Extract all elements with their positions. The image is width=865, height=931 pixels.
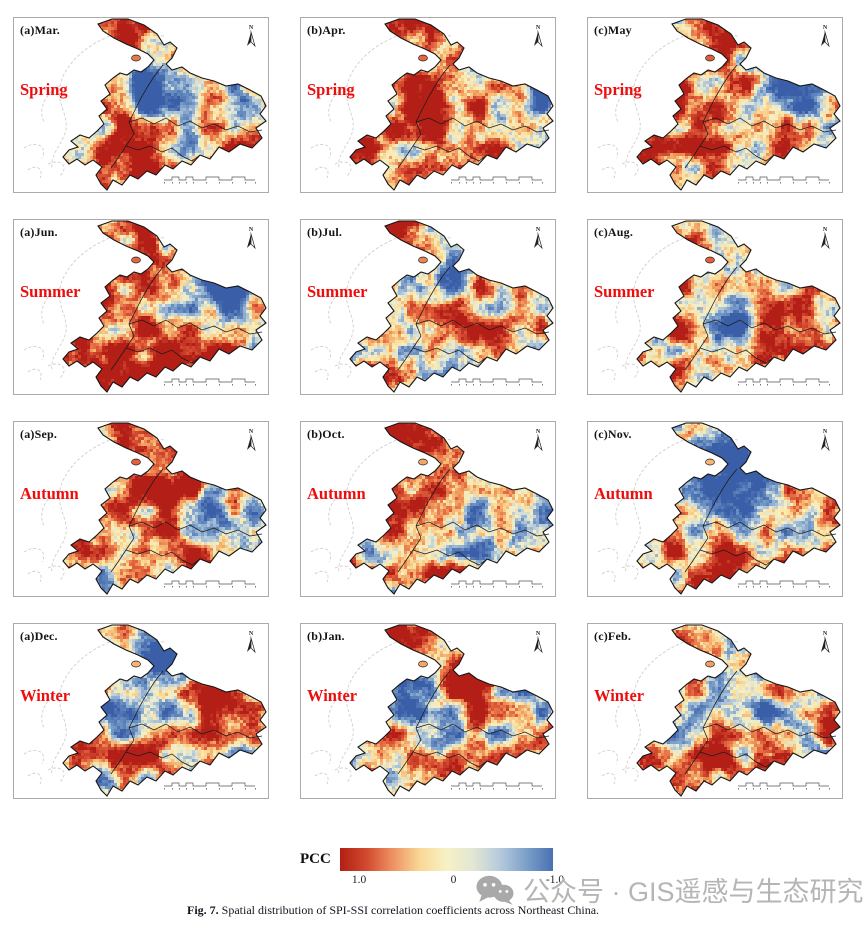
panel-label: (a)Mar. (20, 23, 60, 37)
map-canvas (301, 422, 555, 596)
map-canvas (14, 624, 268, 798)
panel-label: (b)Jan. (307, 629, 345, 643)
season-label: Winter (594, 686, 645, 705)
map-panel-3: (a)Jun. Summer (13, 219, 269, 395)
map-panel-11: (c)Feb. Winter (587, 623, 843, 799)
season-label: Spring (594, 80, 642, 99)
caption-text: Spatial distribution of SPI-SSI correlat… (218, 903, 600, 917)
season-label: Winter (307, 686, 358, 705)
map-canvas (14, 220, 268, 394)
panel-label: (a)Dec. (20, 629, 58, 643)
map-panel-9: (a)Dec. Winter (13, 623, 269, 799)
panel-label: (b)Jul. (307, 225, 343, 239)
season-label: Spring (307, 80, 355, 99)
watermark-text: 公众号 · GIS遥感与生态研究 (523, 877, 864, 907)
season-label: Summer (594, 282, 655, 301)
figure-panel-grid: (a)Mar. Spring (b)Apr. Spring (c)May Spr… (13, 17, 843, 799)
panel-label: (c)Nov. (594, 427, 632, 441)
caption-label: Fig. 7. (187, 903, 219, 917)
panel-label: (a)Sep. (20, 427, 58, 441)
season-label: Autumn (20, 484, 79, 503)
season-label: Autumn (594, 484, 653, 503)
colorbar-title: PCC (300, 851, 331, 867)
map-canvas (14, 422, 268, 596)
wechat-icon (476, 875, 514, 905)
colorbar-tick-zero: 0 (450, 874, 457, 886)
map-canvas (588, 624, 842, 798)
panel-label: (b)Apr. (307, 23, 346, 37)
colorbar-gradient (339, 848, 553, 871)
figure-caption: Fig. 7. Spatial distribution of SPI-SSI … (187, 903, 707, 918)
map-panel-5: (c)Aug. Summer (587, 219, 843, 395)
map-canvas (301, 624, 555, 798)
season-label: Summer (20, 282, 81, 301)
map-panel-4: (b)Jul. Summer (300, 219, 556, 395)
map-canvas (301, 18, 555, 192)
panel-label: (a)Jun. (20, 225, 58, 239)
map-canvas (588, 220, 842, 394)
map-panel-10: (b)Jan. Winter (300, 623, 556, 799)
season-label: Spring (20, 80, 68, 99)
map-panel-2: (c)May Spring (587, 17, 843, 193)
colorbar-legend: PCC 1.0 0 -1.0 (300, 848, 564, 888)
colorbar-tick-min: -1.0 (545, 874, 565, 886)
map-canvas (301, 220, 555, 394)
map-canvas (588, 422, 842, 596)
panel-label: (c)Feb. (594, 629, 632, 643)
map-panel-6: (a)Sep. Autumn (13, 421, 269, 597)
panel-label: (b)Oct. (307, 427, 345, 441)
season-label: Autumn (307, 484, 366, 503)
panel-label: (c)Aug. (594, 225, 634, 239)
panel-label: (c)May (594, 23, 632, 37)
map-panel-0: (a)Mar. Spring (13, 17, 269, 193)
season-label: Winter (20, 686, 71, 705)
map-panel-1: (b)Apr. Spring (300, 17, 556, 193)
map-panel-8: (c)Nov. Autumn (587, 421, 843, 597)
map-canvas (14, 18, 268, 192)
watermark: 公众号 · GIS遥感与生态研究 (476, 870, 864, 909)
map-panel-7: (b)Oct. Autumn (300, 421, 556, 597)
season-label: Summer (307, 282, 368, 301)
map-canvas (588, 18, 842, 192)
colorbar-tick-max: 1.0 (351, 874, 367, 886)
